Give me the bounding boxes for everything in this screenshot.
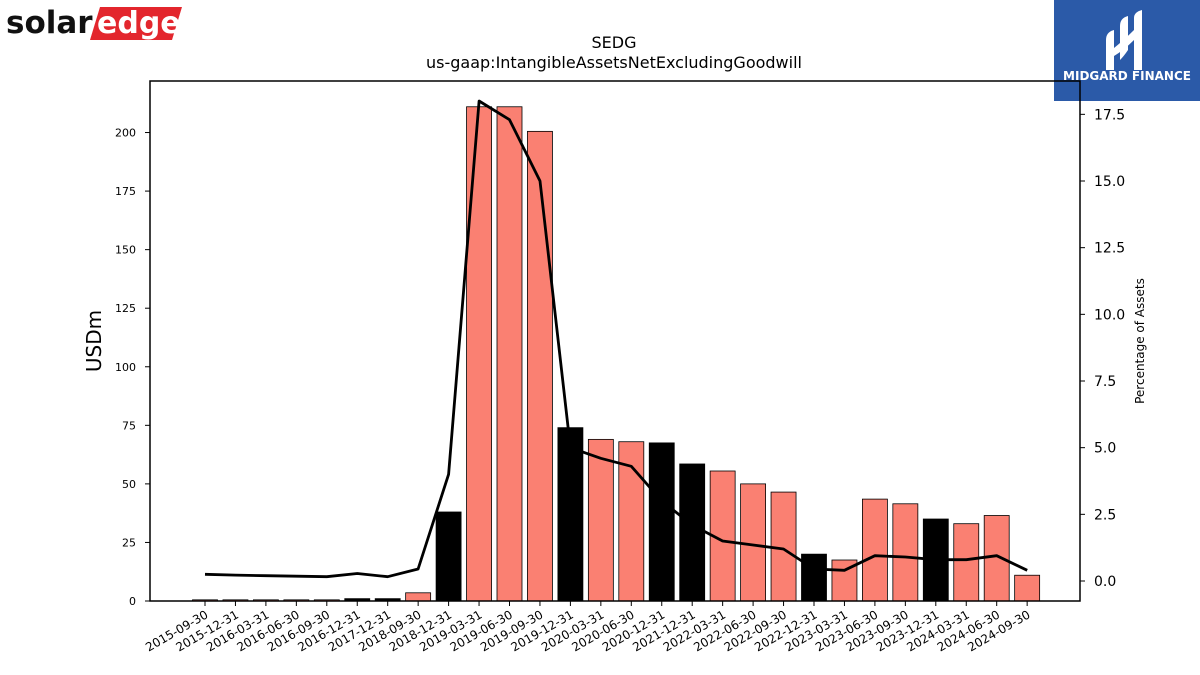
percentage-of-assets-line <box>204 99 1028 579</box>
y-axis-right: 0.0 2.5 5.0 7.5 10.0 12.5 15.0 17.5 <box>1080 107 1125 590</box>
bar-2019-12-31 <box>557 427 584 602</box>
bar-2020-12-31 <box>648 442 675 602</box>
bar-2018-12-31 <box>435 511 462 602</box>
y-tick-label: 150 <box>115 244 136 257</box>
bar-2019-09-30 <box>527 130 553 602</box>
logo-left-text-a: solar <box>6 5 93 41</box>
bar-2023-09-30 <box>892 503 919 602</box>
plot-frame <box>149 80 1081 602</box>
logo-right-text: MIDGARD FINANCE <box>1063 69 1191 83</box>
bar-2021-12-31 <box>679 463 706 602</box>
y-tick-label: 0 <box>129 595 136 608</box>
bar-2022-06-30 <box>740 483 766 602</box>
bar-2019-03-31 <box>466 106 492 602</box>
y2-tick-label: 10.0 <box>1094 307 1125 323</box>
y-tick-label: 25 <box>122 536 136 549</box>
bar-series <box>192 106 1041 602</box>
y-axis-left: 0 25 50 75 100 125 150 175 200 <box>115 127 150 608</box>
logo-left-badge <box>90 7 182 40</box>
y2-tick-label: 17.5 <box>1094 107 1125 123</box>
y2-tick-label: 7.5 <box>1094 374 1116 390</box>
y-axis-label: USDm <box>82 310 106 372</box>
solaredge-logo: solar edge <box>4 2 184 44</box>
y-tick-label: 175 <box>115 185 136 198</box>
y-tick-label: 125 <box>115 302 136 315</box>
y2-axis-label: Percentage of Assets <box>1133 278 1147 404</box>
y-tick-label: 100 <box>115 361 136 374</box>
y2-tick-label: 5.0 <box>1094 441 1116 457</box>
y2-tick-label: 15.0 <box>1094 174 1125 190</box>
percentage-line-series <box>204 99 1028 579</box>
bar-2023-06-30 <box>862 498 888 602</box>
y2-tick-label: 2.5 <box>1094 507 1116 523</box>
bar-2020-03-31 <box>587 438 614 602</box>
y-tick-label: 75 <box>122 419 136 432</box>
y-tick-label: 50 <box>122 478 136 491</box>
bar-2018-09-30 <box>405 592 432 602</box>
y-tick-label: 200 <box>115 127 136 140</box>
y2-tick-label: 12.5 <box>1094 241 1125 257</box>
midgard-emblem-icon <box>1106 10 1142 70</box>
bar-2022-12-31 <box>801 553 827 602</box>
chart-subtitle: us-gaap:IntangibleAssetsNetExcludingGood… <box>426 53 802 72</box>
bar-2024-09-30 <box>1014 574 1041 602</box>
chart-title: SEDG <box>592 33 637 52</box>
bar-2019-06-30 <box>496 106 523 602</box>
logo-left-text-b: edge <box>97 6 181 41</box>
y2-tick-label: 0.0 <box>1094 574 1116 590</box>
x-axis: 2015-09-302015-12-312016-03-312016-06-30… <box>143 601 1033 654</box>
bar-2024-03-31 <box>953 523 980 602</box>
midgard-finance-logo: MIDGARD FINANCE <box>1054 0 1200 101</box>
